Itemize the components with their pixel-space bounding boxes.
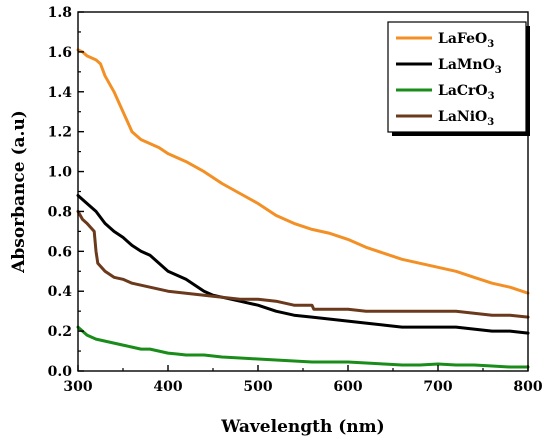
series-line-lanio3 xyxy=(76,209,530,319)
series-line-lacro3 xyxy=(76,325,530,369)
y-tick-label: 1.4 xyxy=(48,85,73,101)
y-axis-ticks: 0.0 0.2 0.4 0.6 0.8 1.0 1.2 1.4 1.6 1.8 xyxy=(48,5,84,380)
x-tick-label: 300 xyxy=(63,379,92,395)
x-axis-title: Wavelength (nm) xyxy=(220,417,384,437)
legend-label-lafeo3: LaFeO3 xyxy=(438,31,494,50)
y-tick-label: 0.6 xyxy=(48,244,72,260)
legend-box xyxy=(387,21,527,133)
series-line-lafeo3 xyxy=(76,48,530,295)
x-tick-label: 700 xyxy=(423,379,452,395)
y-tick-label: 1.6 xyxy=(48,45,72,61)
legend: LaFeO3 LaMnO3 LaCrO3 LaNiO3 xyxy=(387,21,530,136)
legend-label-lamno3: LaMnO3 xyxy=(438,57,502,76)
y-tick-label: 0.0 xyxy=(48,364,73,380)
x-tick-label: 400 xyxy=(153,379,182,395)
series-layer xyxy=(76,48,530,369)
x-axis-ticks: 300 400 500 600 700 800 xyxy=(63,365,543,395)
x-tick-label: 800 xyxy=(513,379,542,395)
y-tick-label: 0.2 xyxy=(48,324,72,340)
y-tick-label: 1.8 xyxy=(48,5,72,21)
y-tick-label: 0.8 xyxy=(48,204,72,220)
legend-label-lacro3: LaCrO3 xyxy=(438,83,495,102)
x-tick-label: 600 xyxy=(333,379,362,395)
x-tick-label: 500 xyxy=(243,379,272,395)
y-tick-label: 1.0 xyxy=(48,165,73,181)
legend-label-lanio3: LaNiO3 xyxy=(438,109,494,128)
y-tick-label: 0.4 xyxy=(48,284,73,300)
y-tick-label: 1.2 xyxy=(48,125,72,141)
y-axis-title: Absorbance (a.u) xyxy=(9,110,29,274)
